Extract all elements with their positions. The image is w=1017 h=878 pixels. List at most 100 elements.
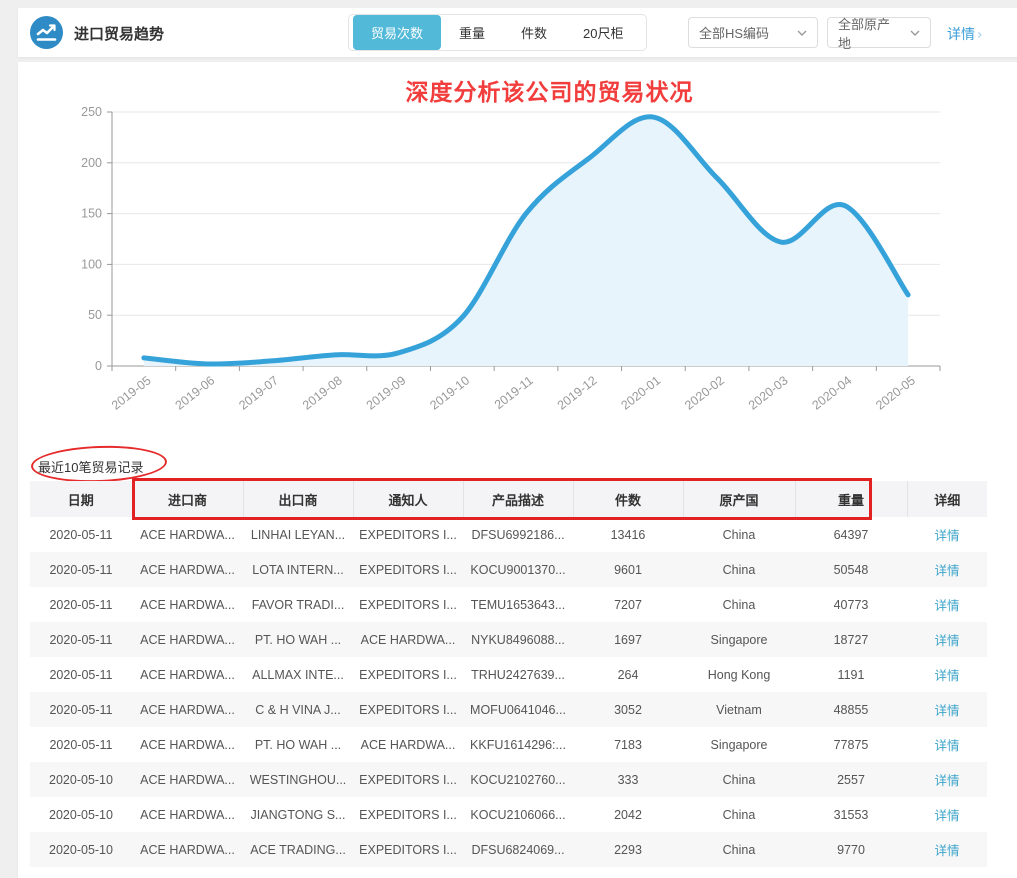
header-detail-link[interactable]: 详情 › — [947, 24, 983, 44]
product-desc-cell: MOFU0641046... — [463, 692, 573, 727]
tab-quantity[interactable]: 件数 — [521, 26, 548, 41]
origin-country-cell: China — [722, 807, 756, 822]
table-caption: 最近10笔贸易记录 — [38, 460, 144, 475]
date-cell: 2020-05-11 — [49, 597, 113, 612]
notify-party-cell: EXPEDITORS I... — [353, 762, 463, 797]
notify-party-cell: EXPEDITORS I... — [359, 527, 457, 542]
row-detail-link[interactable]: 详情 — [934, 844, 960, 858]
weight-cell: 77875 — [833, 737, 869, 752]
table-row: 2020-05-11 ACE HARDWA... C & H VINA J... EX… — [30, 692, 987, 727]
x-tick-label: 2019-11 — [492, 373, 536, 412]
date-cell: 2020-05-11 — [49, 527, 113, 542]
origin-country-cell: China — [722, 527, 756, 542]
notify-party-cell: ACE HARDWA... — [360, 737, 456, 752]
y-tick-label: 100 — [81, 257, 102, 271]
detail-cell: 详情 — [907, 552, 987, 587]
tab-20ft-container[interactable]: 20尺柜 — [583, 26, 624, 41]
x-tick-label: 2019-09 — [364, 373, 409, 412]
page-title: 进口贸易趋势 — [74, 26, 165, 43]
importer-cell: ACE HARDWA... — [140, 737, 235, 752]
trend-area-chart-svg: 0 50 100 150 200 250 2019-05 2019-06 2019-07 2019… — [81, 105, 941, 413]
weight-cell: 31553 — [833, 807, 869, 822]
table-row: 2020-05-11 ACE HARDWA... PT. HO WAH ... ACE… — [30, 727, 987, 762]
column-header-importer: 进口商 — [131, 481, 243, 517]
weight-cell: 9770 — [795, 832, 907, 867]
table-row: 2020-05-10 ACE HARDWA... WESTINGHOU... EXPE… — [30, 762, 987, 797]
origin-country-cell: China — [722, 597, 756, 612]
header-detail-label: 详情 — [947, 26, 975, 42]
table-row: 2020-05-10 ACE HARDWA... ACE TRADING... EXP… — [30, 832, 987, 867]
main-panel: 深度分析该公司的贸易状况 0 50 100 150 200 250 2019-05 2019-… — [18, 62, 1017, 878]
product-desc-cell: TRHU2427639... — [471, 667, 565, 682]
column-header-quantity: 件数 — [572, 481, 683, 517]
row-detail-link[interactable]: 详情 — [934, 739, 960, 753]
exporter-cell: C & H VINA J... — [243, 692, 353, 727]
column-header-notify-party: 通知人 — [352, 481, 463, 517]
importer-cell: ACE HARDWA... — [140, 597, 235, 612]
x-tick-label: 2019-12 — [555, 373, 600, 412]
trend-line-icon — [30, 16, 63, 49]
notify-party-cell: EXPEDITORS I... — [359, 597, 457, 612]
red-annotation-title: 深度分析该公司的贸易状况 — [405, 79, 694, 105]
exporter-cell: LINHAI LEYAN... — [250, 527, 346, 542]
row-detail-link[interactable]: 详情 — [934, 669, 960, 683]
weight-cell: 50548 — [795, 552, 907, 587]
x-tick-label: 2020-01 — [618, 373, 663, 412]
importer-cell: ACE HARDWA... — [132, 762, 243, 797]
row-detail-link[interactable]: 详情 — [934, 529, 960, 543]
row-detail-link[interactable]: 详情 — [934, 634, 960, 648]
detail-cell: 详情 — [907, 657, 987, 692]
detail-cell: 详情 — [907, 797, 987, 832]
quantity-cell: 333 — [573, 762, 683, 797]
y-tick-label: 150 — [81, 207, 102, 221]
importer-cell: ACE HARDWA... — [140, 667, 235, 682]
quantity-cell: 2293 — [573, 832, 683, 867]
origin-country-cell: Singapore — [710, 737, 768, 752]
chevron-right-icon: › — [977, 27, 983, 43]
exporter-cell: PT. HO WAH ... — [243, 622, 353, 657]
detail-cell: 详情 — [907, 517, 987, 552]
tab-weight[interactable]: 重量 — [459, 26, 486, 41]
column-header-date: 日期 — [30, 481, 132, 517]
x-tick-label: 2020-05 — [873, 373, 918, 412]
trade-records-table: 日期 进口商 出口商 通知人 产品描述 件数 原产国 重量 详细 2020-05-11 ACE H… — [30, 481, 987, 867]
y-tick-label: 50 — [88, 308, 102, 322]
hs-code-filter-dropdown[interactable]: 全部HS编码 — [688, 17, 818, 48]
origin-filter-label: 全部原产地 — [838, 16, 891, 51]
product-desc-cell: NYKU8496088... — [463, 622, 573, 657]
exporter-cell: JIANGTONG S... — [250, 807, 346, 822]
origin-country-cell: Hong Kong — [707, 667, 771, 682]
column-header-weight: 重量 — [794, 481, 907, 517]
row-detail-link[interactable]: 详情 — [934, 564, 960, 578]
quantity-cell: 7183 — [614, 737, 642, 752]
row-detail-link[interactable]: 详情 — [934, 809, 960, 823]
importer-cell: ACE HARDWA... — [132, 692, 243, 727]
notify-party-cell: EXPEDITORS I... — [353, 832, 463, 867]
table-header-row: 日期 进口商 出口商 通知人 产品描述 件数 原产国 重量 详细 — [30, 481, 987, 517]
product-desc-cell: DFSU6992186... — [471, 527, 565, 542]
date-cell: 2020-05-10 — [30, 832, 132, 867]
table-row: 2020-05-11 ACE HARDWA... LINHAI LEYAN... EX… — [30, 517, 987, 552]
notify-party-cell: EXPEDITORS I... — [359, 667, 457, 682]
x-tick-label: 2020-04 — [810, 373, 855, 412]
importer-cell: ACE HARDWA... — [132, 832, 243, 867]
row-detail-link[interactable]: 详情 — [934, 599, 960, 613]
row-detail-link[interactable]: 详情 — [934, 704, 960, 718]
product-desc-cell: DFSU6824069... — [463, 832, 573, 867]
row-detail-link[interactable]: 详情 — [934, 774, 960, 788]
detail-cell: 详情 — [907, 832, 987, 867]
quantity-cell: 264 — [617, 667, 639, 682]
tab-trade-count[interactable]: 贸易次数 — [353, 15, 442, 50]
origin-country-cell: China — [683, 762, 795, 797]
weight-cell: 2557 — [795, 762, 907, 797]
date-cell: 2020-05-11 — [30, 622, 132, 657]
quantity-cell: 3052 — [573, 692, 683, 727]
detail-cell: 详情 — [907, 762, 987, 797]
column-header-exporter: 出口商 — [242, 481, 353, 517]
product-desc-cell: KOCU2106066... — [470, 807, 566, 822]
product-desc-cell: TEMU1653643... — [470, 597, 566, 612]
origin-filter-dropdown[interactable]: 全部原产地 — [827, 17, 931, 51]
exporter-cell: LOTA INTERN... — [243, 552, 353, 587]
metric-tab-group: 贸易次数 重量 件数 20尺柜 — [348, 14, 647, 51]
column-header-product-desc: 产品描述 — [462, 481, 573, 517]
